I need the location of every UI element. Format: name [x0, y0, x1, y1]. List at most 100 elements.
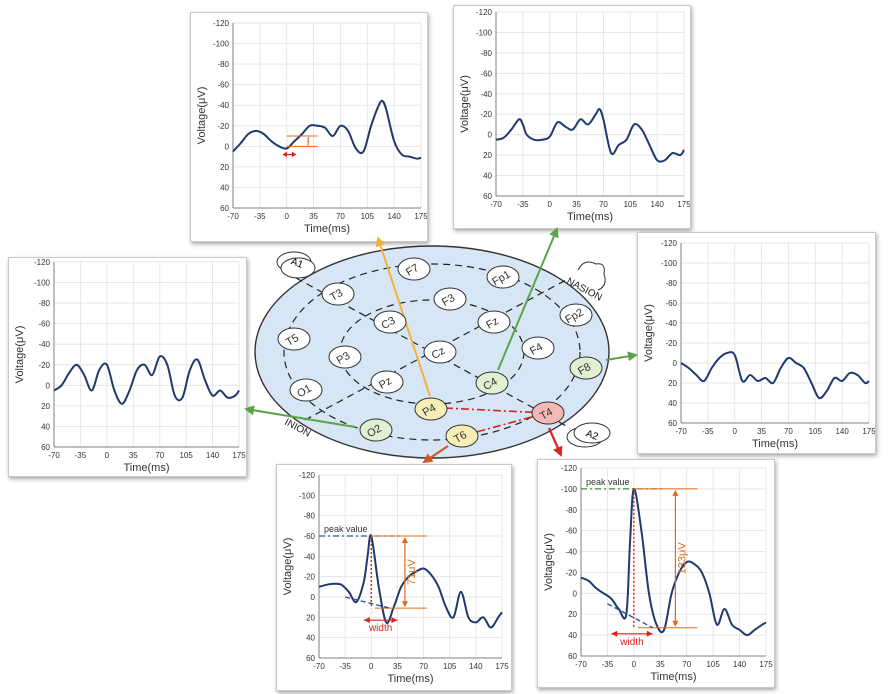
x-axis-label: Time(ms) [650, 671, 696, 683]
electrode-label: F3 [440, 292, 457, 309]
electrode-cz: Cz [423, 340, 457, 364]
y-tick-label: -80 [665, 279, 677, 288]
electrode-c4: C4 [475, 371, 509, 395]
x-tick-label: 175 [677, 200, 690, 209]
y-tick-label: -80 [565, 506, 577, 515]
x-tick-label: 35 [572, 200, 581, 209]
x-tick-label: 105 [179, 451, 193, 460]
x-tick-label: 70 [784, 427, 793, 436]
electrode-f3: F3 [433, 287, 467, 311]
electrode-label: Pz [377, 375, 394, 392]
electrode-o2: O2 [359, 418, 393, 442]
y-tick-label: 40 [483, 172, 492, 181]
y-tick-label: 40 [568, 631, 577, 640]
electrode-f4: F4 [521, 336, 555, 360]
chart-top-left: -120 -100 -80 -60 -40 -20 0 20 40 60-70 -35 0 35 70 10… [196, 19, 427, 235]
electrode-f8: F8 [569, 356, 603, 380]
electrode-t4: T4 [531, 401, 565, 425]
x-tick-label: 140 [387, 212, 401, 221]
peak-annotation: peak value 133μV width [581, 477, 698, 648]
x-tick-label: 35 [129, 451, 138, 460]
y-tick-label: 60 [41, 443, 50, 452]
y-tick-label: -20 [665, 339, 677, 348]
x-tick-label: -35 [75, 451, 87, 460]
peak-annotation: peak value 71μV width [319, 524, 427, 634]
electrode-label: T3 [328, 287, 345, 304]
arrow-f8-to-right [605, 351, 638, 362]
chart-left: -120 -100 -80 -60 -40 -20 0 20 40 60-70 -35 0 35 70 10… [14, 258, 246, 474]
x-axis-label: Time(ms) [387, 673, 433, 685]
x-tick-label: -35 [254, 212, 266, 221]
voltage-trace [232, 99, 422, 160]
measure-marker [282, 135, 318, 158]
voltage-trace [680, 351, 870, 400]
ear-left-label: A1 [289, 256, 305, 271]
electrode-label: T4 [538, 406, 555, 423]
electrode-c3: C3 [373, 310, 407, 334]
x-tick-label: 70 [419, 662, 428, 671]
x-tick-label: 140 [733, 660, 747, 669]
electrode-o1: O1 [289, 378, 323, 402]
y-tick-label: 20 [483, 151, 492, 160]
y-tick-label: -20 [303, 573, 315, 582]
y-tick-label: -40 [217, 101, 229, 110]
y-tick-label: 20 [306, 613, 315, 622]
electrode-label: F7 [404, 262, 421, 279]
x-tick-label: 105 [706, 660, 720, 669]
y-tick-label: 60 [220, 204, 229, 213]
y-tick-label: -40 [565, 548, 577, 557]
y-tick-label: -80 [38, 299, 50, 308]
y-tick-label: 40 [306, 634, 315, 643]
y-tick-label: -100 [476, 28, 493, 37]
y-tick-label: -40 [665, 319, 677, 328]
y-axis-label: Voltage(μV) [459, 75, 471, 133]
y-tick-label: -40 [38, 340, 50, 349]
x-axis-label: Time(ms) [304, 223, 350, 235]
electrode-t3: T3 [321, 282, 355, 306]
voltage-trace [580, 487, 767, 637]
y-tick-label: -20 [217, 122, 229, 131]
x-tick-label: 0 [732, 427, 737, 436]
electrode-label: P4 [421, 402, 439, 419]
x-tick-label: 175 [232, 451, 246, 460]
x-tick-label: 0 [632, 660, 637, 669]
electrode-fp1: Fp1 [486, 265, 520, 289]
x-axis-label: Time(ms) [752, 438, 798, 450]
electrode-f7: F7 [397, 257, 431, 281]
y-tick-label: 40 [220, 183, 229, 192]
y-tick-label: 40 [668, 399, 677, 408]
chart-panel-right: -120 -100 -80 -60 -40 -20 0 20 40 60 -70 -35 0 35 70 10… [637, 232, 876, 454]
electrode-pz: Pz [370, 370, 404, 394]
voltage-trace [53, 355, 240, 405]
y-tick-label: -120 [476, 8, 493, 17]
y-tick-label: -60 [217, 81, 229, 90]
y-tick-label: -60 [480, 69, 492, 78]
x-tick-label: 70 [682, 660, 691, 669]
y-tick-label: 20 [41, 402, 50, 411]
peak-value-label: peak value [586, 477, 630, 487]
connector-p4-t4 [444, 407, 547, 414]
x-tick-label: 105 [361, 212, 375, 221]
width-label: width [619, 637, 643, 648]
y-tick-label: -100 [34, 279, 51, 288]
x-tick-label: 140 [650, 200, 664, 209]
x-tick-label: 0 [369, 662, 374, 671]
electrode-p3: P3 [328, 345, 362, 369]
x-tick-label: -70 [313, 662, 325, 671]
outer-ring [283, 263, 581, 441]
electrode-fp2: Fp2 [559, 303, 593, 327]
peak-value-label: peak value [324, 524, 368, 534]
y-tick-label: -80 [217, 60, 229, 69]
x-tick-label: 0 [284, 212, 289, 221]
y-axis-label: Voltage(μV) [196, 87, 208, 145]
y-axis-label: Voltage(μV) [543, 533, 555, 591]
y-tick-label: 0 [573, 589, 578, 598]
y-tick-label: -60 [38, 320, 50, 329]
amplitude-label: 133μV [676, 542, 688, 575]
x-tick-label: -70 [48, 451, 60, 460]
arrow-t4-to-bottom-right [547, 427, 563, 457]
x-axis-label: Time(ms) [567, 211, 613, 223]
chart-bottom-right: -120 -100 -80 -60 -40 -20 0 20 40 60-70 -35 0 35 70 10… [543, 464, 773, 683]
y-tick-label: -100 [299, 491, 316, 500]
x-tick-label: 140 [206, 451, 220, 460]
